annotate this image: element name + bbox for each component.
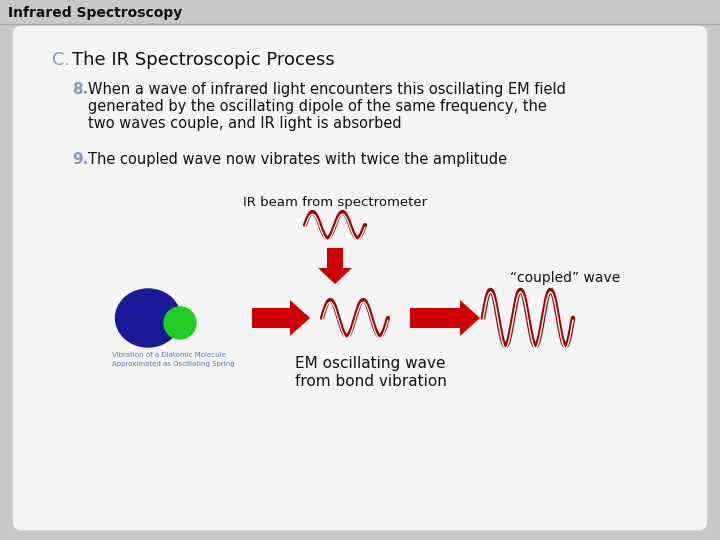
Text: When a wave of infrared light encounters this oscillating EM field: When a wave of infrared light encounters… bbox=[88, 82, 566, 97]
Text: C.: C. bbox=[52, 51, 71, 69]
Text: Vibration of a Diatomic Molecule: Vibration of a Diatomic Molecule bbox=[112, 352, 226, 358]
Ellipse shape bbox=[115, 289, 181, 347]
Text: “coupled” wave: “coupled” wave bbox=[510, 271, 620, 285]
Text: two waves couple, and IR light is absorbed: two waves couple, and IR light is absorb… bbox=[88, 116, 402, 131]
Text: generated by the oscillating dipole of the same frequency, the: generated by the oscillating dipole of t… bbox=[88, 99, 547, 114]
Text: from bond vibration: from bond vibration bbox=[295, 374, 447, 389]
Text: The IR Spectroscopic Process: The IR Spectroscopic Process bbox=[72, 51, 335, 69]
Text: 8.: 8. bbox=[72, 82, 89, 97]
FancyArrow shape bbox=[410, 300, 480, 336]
FancyArrow shape bbox=[318, 248, 352, 284]
Text: Infrared Spectroscopy: Infrared Spectroscopy bbox=[8, 6, 182, 20]
Text: EM oscillating wave: EM oscillating wave bbox=[295, 356, 446, 371]
FancyBboxPatch shape bbox=[12, 25, 708, 531]
Text: The coupled wave now vibrates with twice the amplitude: The coupled wave now vibrates with twice… bbox=[88, 152, 507, 167]
FancyArrow shape bbox=[252, 300, 310, 336]
Text: 9.: 9. bbox=[72, 152, 89, 167]
Text: Approximated as Oscillating Spring: Approximated as Oscillating Spring bbox=[112, 361, 235, 367]
Text: IR beam from spectrometer: IR beam from spectrometer bbox=[243, 196, 427, 209]
Circle shape bbox=[164, 307, 196, 339]
